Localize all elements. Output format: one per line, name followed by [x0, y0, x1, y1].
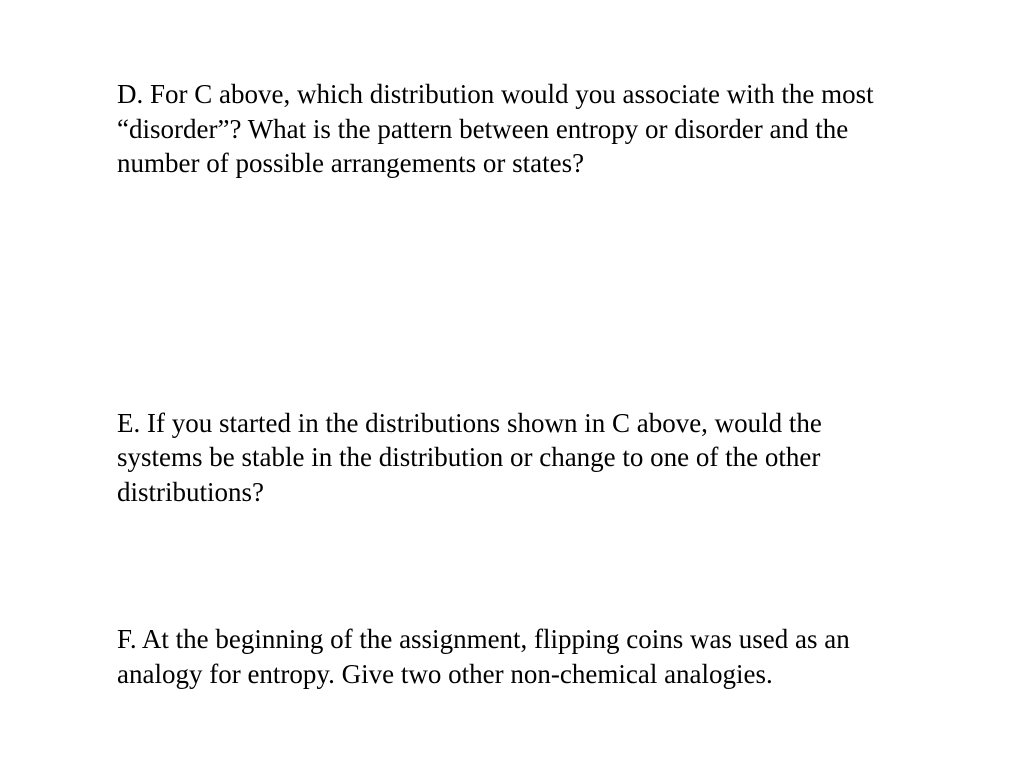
document-content: D. For C above, which distribution would…	[117, 77, 907, 691]
question-f: F. At the beginning of the assignment, f…	[117, 622, 907, 691]
question-e: E. If you started in the distributions s…	[117, 406, 907, 510]
question-d: D. For C above, which distribution would…	[117, 77, 907, 181]
